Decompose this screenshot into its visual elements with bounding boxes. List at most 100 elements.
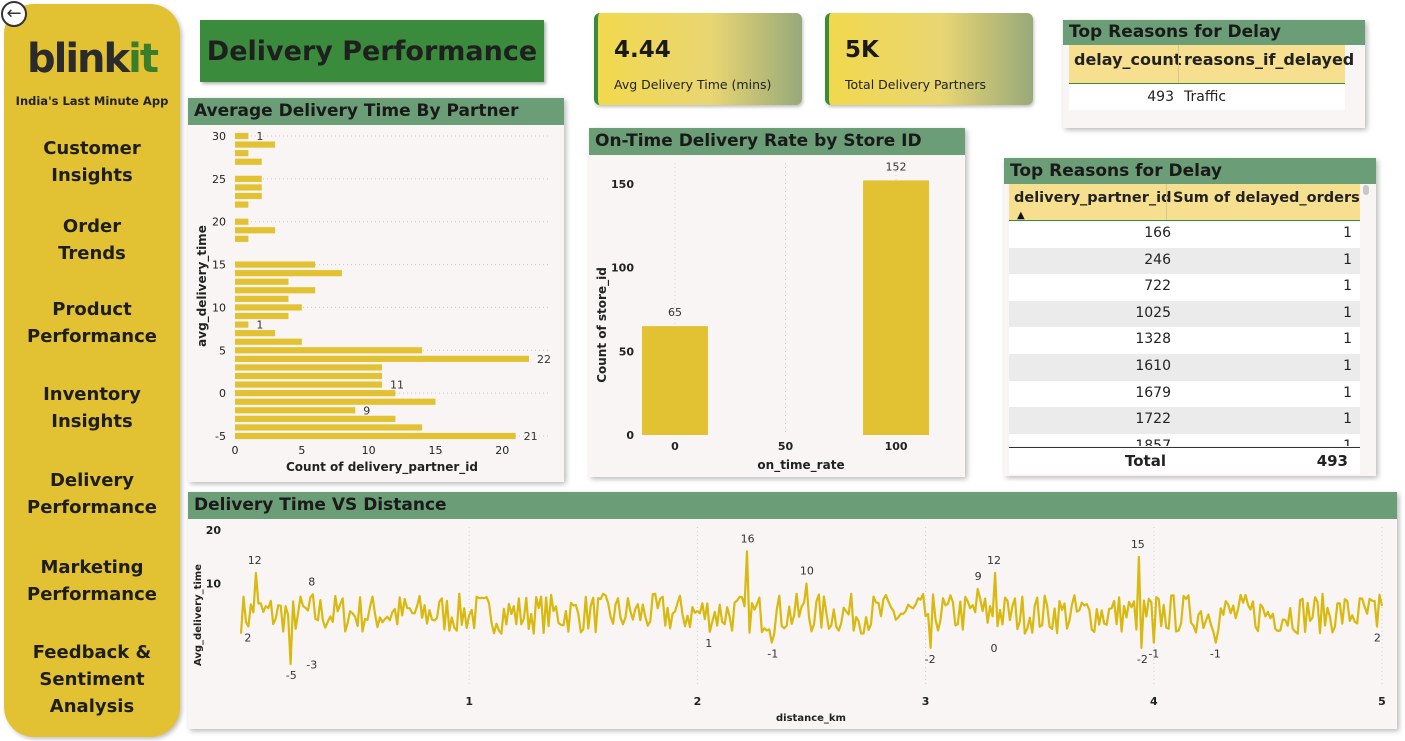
bar	[235, 364, 382, 371]
table-scrollbar[interactable]	[1363, 185, 1369, 195]
cell-delayed-orders: 1	[1343, 411, 1352, 428]
table-row[interactable]: 722 1	[1009, 274, 1360, 301]
cell-partner-id: 166	[1144, 225, 1171, 241]
kpi-avg-delivery-time[interactable]: 4.44 Avg Delivery Time (mins)	[594, 13, 802, 105]
chart-title: Delivery Time VS Distance	[188, 492, 1397, 519]
data-label: -2	[1137, 653, 1148, 666]
data-label: 152	[886, 160, 907, 173]
x-axis-title: distance_km	[776, 713, 846, 724]
top-reasons-delay-table-2[interactable]: Top Reasons for Delay delivery_partner_i…	[1004, 158, 1376, 476]
y-tick-label: 15	[212, 259, 226, 272]
y-tick-label: 100	[611, 262, 634, 275]
column-header-reasons[interactable]: reasons_if_delayed	[1184, 50, 1355, 69]
bar	[235, 132, 249, 140]
nav-order-trends[interactable]: Order Trends	[58, 216, 126, 264]
table-row[interactable]: 1610 1	[1009, 354, 1360, 381]
column-divider	[1166, 184, 1167, 224]
column-header-delay-count[interactable]: delay_count	[1074, 50, 1182, 69]
cell-partner-id: 246	[1144, 251, 1171, 268]
top-reasons-delay-table-1[interactable]: Top Reasons for Delay delay_count reason…	[1063, 20, 1365, 128]
nav-inventory-insights[interactable]: Inventory Insights	[43, 384, 141, 432]
cell-partner-id: 1722	[1135, 411, 1171, 428]
bar	[235, 175, 262, 182]
x-tick-label: 0	[232, 444, 239, 457]
cell-reason: Traffic	[1184, 89, 1227, 105]
cell-partner-id: 1610	[1135, 358, 1171, 374]
bar	[235, 398, 436, 405]
panel-title: Top Reasons for Delay	[1004, 158, 1376, 184]
page-title-banner: Delivery Performance	[200, 20, 544, 82]
bar	[235, 184, 262, 191]
cell-delayed-orders: 1	[1343, 251, 1352, 268]
kpi-value: 5K	[845, 37, 879, 63]
y-tick-label: 0	[626, 429, 634, 442]
table-row[interactable]: 1328 1	[1009, 327, 1360, 354]
table-row[interactable]: 1679 1	[1009, 380, 1360, 408]
nav-marketing-performance[interactable]: Marketing Performance	[27, 557, 157, 605]
y-tick-label: 20	[206, 524, 222, 537]
kpi-value: 4.44	[614, 37, 671, 63]
x-tick-label: 1	[465, 695, 473, 708]
total-label: Total	[1125, 452, 1166, 470]
table-row[interactable]: 166 1	[1009, 221, 1360, 248]
bar	[235, 355, 529, 362]
nav-customer-insights[interactable]: Customer Insights	[43, 138, 141, 186]
bar	[235, 287, 316, 294]
nav-product-performance[interactable]: Product Performance	[27, 299, 157, 347]
sort-ascending-icon[interactable]: ▲	[1017, 210, 1025, 221]
column-header-sum-delayed[interactable]: Sum of delayed_orders	[1173, 190, 1360, 206]
kpi-label: Total Delivery Partners	[845, 77, 986, 92]
data-label: 65	[668, 306, 682, 319]
cell-partner-id: 1328	[1135, 331, 1171, 348]
data-label: 15	[1131, 538, 1145, 551]
avg-delivery-time-by-partner-panel: Average Delivery Time By Partner 30 25 20 1…	[188, 98, 564, 482]
data-label: 2	[1374, 631, 1381, 644]
chart-title: Average Delivery Time By Partner	[188, 98, 564, 125]
column-header-partner-id[interactable]: delivery_partner_id	[1014, 190, 1172, 206]
table-row[interactable]	[1069, 84, 1345, 110]
back-arrow-icon[interactable]: ←	[1, 1, 27, 27]
nav-delivery-performance[interactable]: Delivery Performance	[27, 470, 157, 518]
cell-delay-count: 493	[1147, 89, 1174, 105]
bar	[235, 158, 262, 165]
table-row[interactable]: 1722 1	[1009, 407, 1360, 434]
on-time-delivery-rate-chart[interactable]: 0 50 100 150 0 50 100 65 152 on_time_rate Count of…	[589, 155, 965, 477]
bar	[235, 321, 249, 328]
bar	[235, 347, 423, 354]
table-row[interactable]: 1857 1	[1009, 433, 1360, 446]
bar	[235, 415, 396, 422]
y-tick-label: 30	[212, 130, 226, 143]
y-tick-label: 5	[219, 344, 226, 357]
x-tick-label: 100	[885, 440, 908, 453]
table-body[interactable]: 166 1 246 1 722 1 1025 1 1328 1 1610 1 1679 1 1…	[1009, 221, 1360, 446]
header-underline	[1009, 220, 1360, 221]
y-tick-label: 10	[212, 301, 226, 314]
bar	[235, 407, 356, 414]
kpi-total-delivery-partners[interactable]: 5K Total Delivery Partners	[825, 13, 1033, 105]
x-tick-label: 10	[362, 444, 376, 457]
bar	[235, 201, 249, 208]
bar	[235, 218, 249, 225]
cell-delayed-orders: 1	[1343, 331, 1352, 348]
data-label: 10	[800, 565, 814, 578]
table-row[interactable]: 246 1	[1009, 247, 1360, 275]
total-value: 493	[1316, 452, 1348, 470]
table-header	[1009, 184, 1360, 224]
x-tick-label: 0	[671, 440, 679, 453]
on-time-delivery-rate-panel: On-Time Delivery Rate by Store ID 0 50 100…	[589, 128, 965, 477]
bar	[863, 180, 930, 435]
data-label: 1	[705, 637, 712, 650]
chart-title: On-Time Delivery Rate by Store ID	[589, 128, 965, 155]
x-tick-label: 20	[495, 444, 509, 457]
total-divider	[1009, 447, 1360, 448]
bar	[235, 312, 289, 320]
cell-delayed-orders: 1	[1343, 225, 1352, 241]
bar	[235, 330, 276, 337]
table-row[interactable]: 1025 1	[1009, 300, 1360, 328]
bar	[235, 381, 382, 388]
bar	[235, 304, 302, 311]
nav-feedback-sentiment-analysis[interactable]: Feedback & Sentiment Analysis	[32, 642, 152, 717]
data-label: 12	[248, 554, 262, 567]
